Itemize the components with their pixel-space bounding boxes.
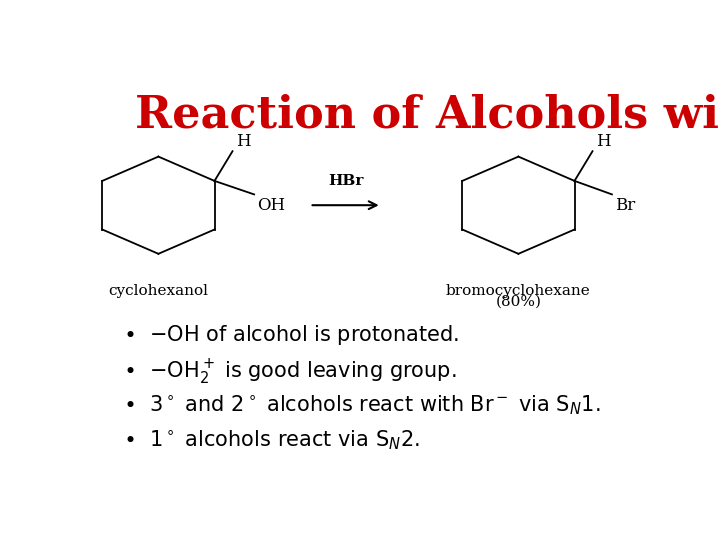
Text: $\bullet$  $-$OH of alcohol is protonated.: $\bullet$ $-$OH of alcohol is protonated…: [124, 322, 459, 347]
Text: bromocyclohexane: bromocyclohexane: [446, 284, 591, 298]
Text: H: H: [236, 133, 251, 150]
Text: Br: Br: [615, 197, 635, 213]
Text: $\bullet$  1$^\circ$ alcohols react via S$_N$2.: $\bullet$ 1$^\circ$ alcohols react via S…: [124, 429, 420, 452]
Text: $\bullet$  $-$OH$_2^+$ is good leaving group.: $\bullet$ $-$OH$_2^+$ is good leaving gr…: [124, 358, 457, 387]
Text: Reaction of Alcohols with HBr: Reaction of Alcohols with HBr: [135, 94, 720, 137]
Text: (80%): (80%): [495, 294, 541, 308]
Text: $\bullet$  3$^\circ$ and 2$^\circ$ alcohols react with Br$^-$ via S$_N$1.: $\bullet$ 3$^\circ$ and 2$^\circ$ alcoho…: [124, 393, 601, 417]
Text: cyclohexanol: cyclohexanol: [109, 284, 208, 298]
Text: HBr: HBr: [328, 174, 364, 188]
Text: H: H: [596, 133, 611, 150]
Text: OH: OH: [257, 197, 285, 213]
